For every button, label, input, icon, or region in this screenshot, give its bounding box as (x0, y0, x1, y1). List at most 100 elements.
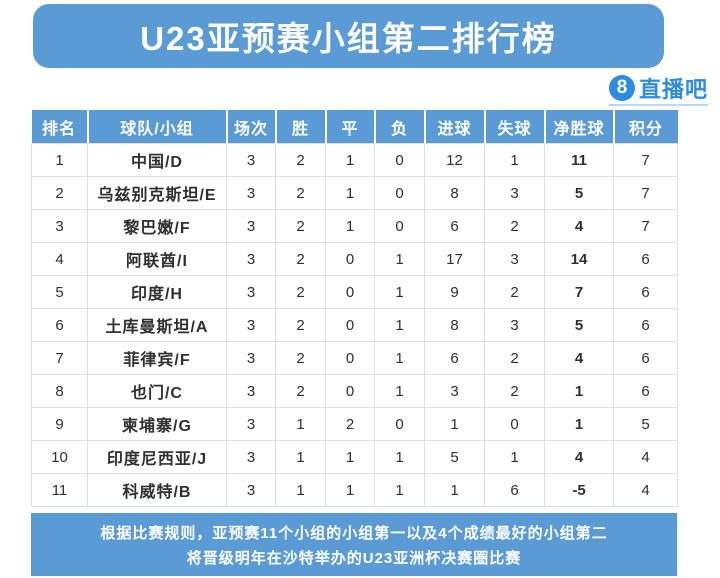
goals-for-cell: 12 (424, 143, 485, 177)
column-header-wins: 胜 (274, 110, 326, 144)
table-row: 3 黎巴嫩/F 3 2 1 0 6 2 4 7 (31, 209, 678, 243)
goals-for-cell: 3 (424, 374, 485, 408)
column-header-goals-for: 进球 (423, 110, 485, 144)
rank-cell: 4 (31, 242, 88, 276)
losses-cell: 1 (374, 242, 425, 276)
played-cell: 3 (226, 176, 276, 210)
table-row: 2 乌兹别克斯坦/E 3 2 1 0 8 3 5 7 (31, 176, 678, 210)
goal-diff-cell: 4 (544, 440, 614, 474)
points-cell: 6 (613, 275, 678, 309)
goals-against-cell: 2 (484, 341, 545, 375)
draws-cell: 0 (325, 242, 375, 276)
played-cell: 3 (226, 440, 276, 474)
standings-table: 排名 球队/小组 场次 胜 平 负 进球 失球 净胜球 积分 1 中国/D 3 … (31, 110, 678, 507)
losses-cell: 0 (374, 143, 425, 177)
played-cell: 3 (226, 308, 276, 342)
goal-diff-cell: 5 (544, 176, 614, 210)
played-cell: 3 (226, 374, 276, 408)
rank-cell: 5 (31, 275, 88, 309)
column-header-rank: 排名 (31, 110, 88, 144)
goal-diff-cell: 7 (544, 275, 614, 309)
losses-cell: 0 (374, 209, 425, 243)
table-row: 5 印度/H 3 2 0 1 9 2 7 6 (31, 275, 678, 309)
draws-cell: 1 (325, 143, 375, 177)
losses-cell: 1 (374, 473, 425, 507)
goals-for-cell: 1 (424, 473, 485, 507)
played-cell: 3 (226, 473, 276, 507)
goals-for-cell: 8 (424, 308, 485, 342)
table-row: 7 菲律宾/F 3 2 0 1 6 2 4 6 (31, 341, 678, 375)
rank-cell: 2 (31, 176, 88, 210)
draws-cell: 0 (325, 341, 375, 375)
team-group-cell: 柬埔寨/G (87, 407, 227, 441)
goals-for-cell: 5 (424, 440, 485, 474)
logo-8-icon: 8 (608, 75, 635, 101)
goals-for-cell: 6 (424, 341, 485, 375)
goals-for-cell: 6 (424, 209, 485, 243)
goal-diff-cell: 1 (544, 374, 614, 408)
losses-cell: 1 (374, 440, 425, 474)
wins-cell: 2 (275, 242, 326, 276)
column-header-losses: 负 (373, 110, 425, 144)
draws-cell: 0 (325, 374, 375, 408)
team-group-cell: 阿联酋/I (87, 242, 227, 276)
losses-cell: 0 (374, 176, 425, 210)
rank-cell: 9 (31, 407, 88, 441)
table-row: 1 中国/D 3 2 1 0 12 1 11 7 (31, 143, 678, 177)
draws-cell: 1 (325, 209, 375, 243)
draws-cell: 0 (325, 275, 375, 309)
points-cell: 7 (613, 176, 678, 210)
goals-against-cell: 0 (484, 407, 545, 441)
points-cell: 6 (613, 308, 678, 342)
column-header-points: 积分 (612, 110, 678, 144)
played-cell: 3 (226, 275, 276, 309)
team-group-cell: 印度/H (87, 275, 227, 309)
wins-cell: 2 (275, 374, 326, 408)
table-row: 6 土库曼斯坦/A 3 2 0 1 8 3 5 6 (31, 308, 678, 342)
logo-text: 直播吧 (638, 77, 708, 102)
played-cell: 3 (226, 242, 276, 276)
draws-cell: 1 (325, 440, 375, 474)
wins-cell: 2 (275, 341, 326, 375)
column-header-draws: 平 (324, 110, 375, 144)
goals-for-cell: 8 (424, 176, 485, 210)
standings-table-body: 1 中国/D 3 2 1 0 12 1 11 7 2 乌兹别克斯坦/E 3 2 … (31, 143, 678, 507)
goals-against-cell: 1 (484, 440, 545, 474)
table-row: 11 科威特/B 3 1 1 1 1 6 -5 4 (31, 473, 678, 507)
wins-cell: 1 (275, 407, 326, 441)
goals-against-cell: 3 (484, 242, 545, 276)
goals-for-cell: 17 (424, 242, 485, 276)
table-row: 10 印度尼西亚/J 3 1 1 1 5 1 4 4 (31, 440, 678, 474)
table-row: 8 也门/C 3 2 0 1 3 2 1 6 (31, 374, 678, 408)
goal-diff-cell: 4 (544, 341, 614, 375)
column-header-team-group: 球队/小组 (86, 110, 227, 144)
table-row: 4 阿联酋/I 3 2 0 1 17 3 14 6 (31, 242, 678, 276)
team-group-cell: 黎巴嫩/F (87, 209, 227, 243)
wins-cell: 2 (275, 275, 326, 309)
draws-cell: 2 (325, 407, 375, 441)
losses-cell: 1 (374, 275, 425, 309)
team-group-cell: 菲律宾/F (87, 341, 227, 375)
page-title: U23亚预赛小组第二排行榜 (140, 20, 557, 57)
team-group-cell: 科威特/B (87, 473, 227, 507)
footer-line-2: 将晋级明年在沙特举办的U23亚洲杯决赛圈比赛 (186, 549, 522, 567)
losses-cell: 1 (374, 308, 425, 342)
points-cell: 5 (613, 407, 678, 441)
column-header-goal-diff: 净胜球 (543, 110, 614, 144)
rank-cell: 10 (31, 440, 88, 474)
wins-cell: 2 (275, 308, 326, 342)
points-cell: 6 (613, 341, 678, 375)
goal-diff-cell: 5 (544, 308, 614, 342)
wins-cell: 2 (275, 143, 326, 177)
points-cell: 4 (613, 440, 678, 474)
team-group-cell: 印度尼西亚/J (87, 440, 227, 474)
wins-cell: 2 (275, 176, 326, 210)
goals-for-cell: 9 (424, 275, 485, 309)
zhibo8-logo: 8 直播吧 (608, 74, 708, 106)
goals-against-cell: 3 (484, 308, 545, 342)
rank-cell: 6 (31, 308, 88, 342)
goal-diff-cell: 4 (544, 209, 614, 243)
played-cell: 3 (226, 341, 276, 375)
goal-diff-cell: 14 (544, 242, 614, 276)
